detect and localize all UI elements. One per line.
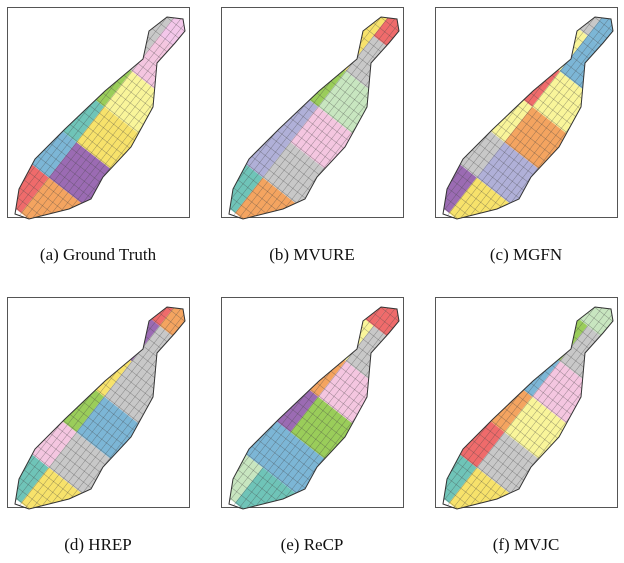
figure: (a) Ground Truth (b) MVURE (c) MGFN (d) HRE… [0,0,624,563]
map-panel [0,247,242,546]
map-panel [0,0,242,256]
caption: (f) MVJC [426,535,624,555]
caption: (c) MGFN [426,245,624,265]
map-panel [394,247,624,546]
map-panel [180,247,457,546]
caption: (d) HREP [0,535,198,555]
map-panel [394,0,624,256]
map-panel [180,0,457,256]
caption: (e) ReCP [212,535,412,555]
caption: (b) MVURE [212,245,412,265]
maps [0,0,624,563]
caption: (a) Ground Truth [0,245,198,265]
